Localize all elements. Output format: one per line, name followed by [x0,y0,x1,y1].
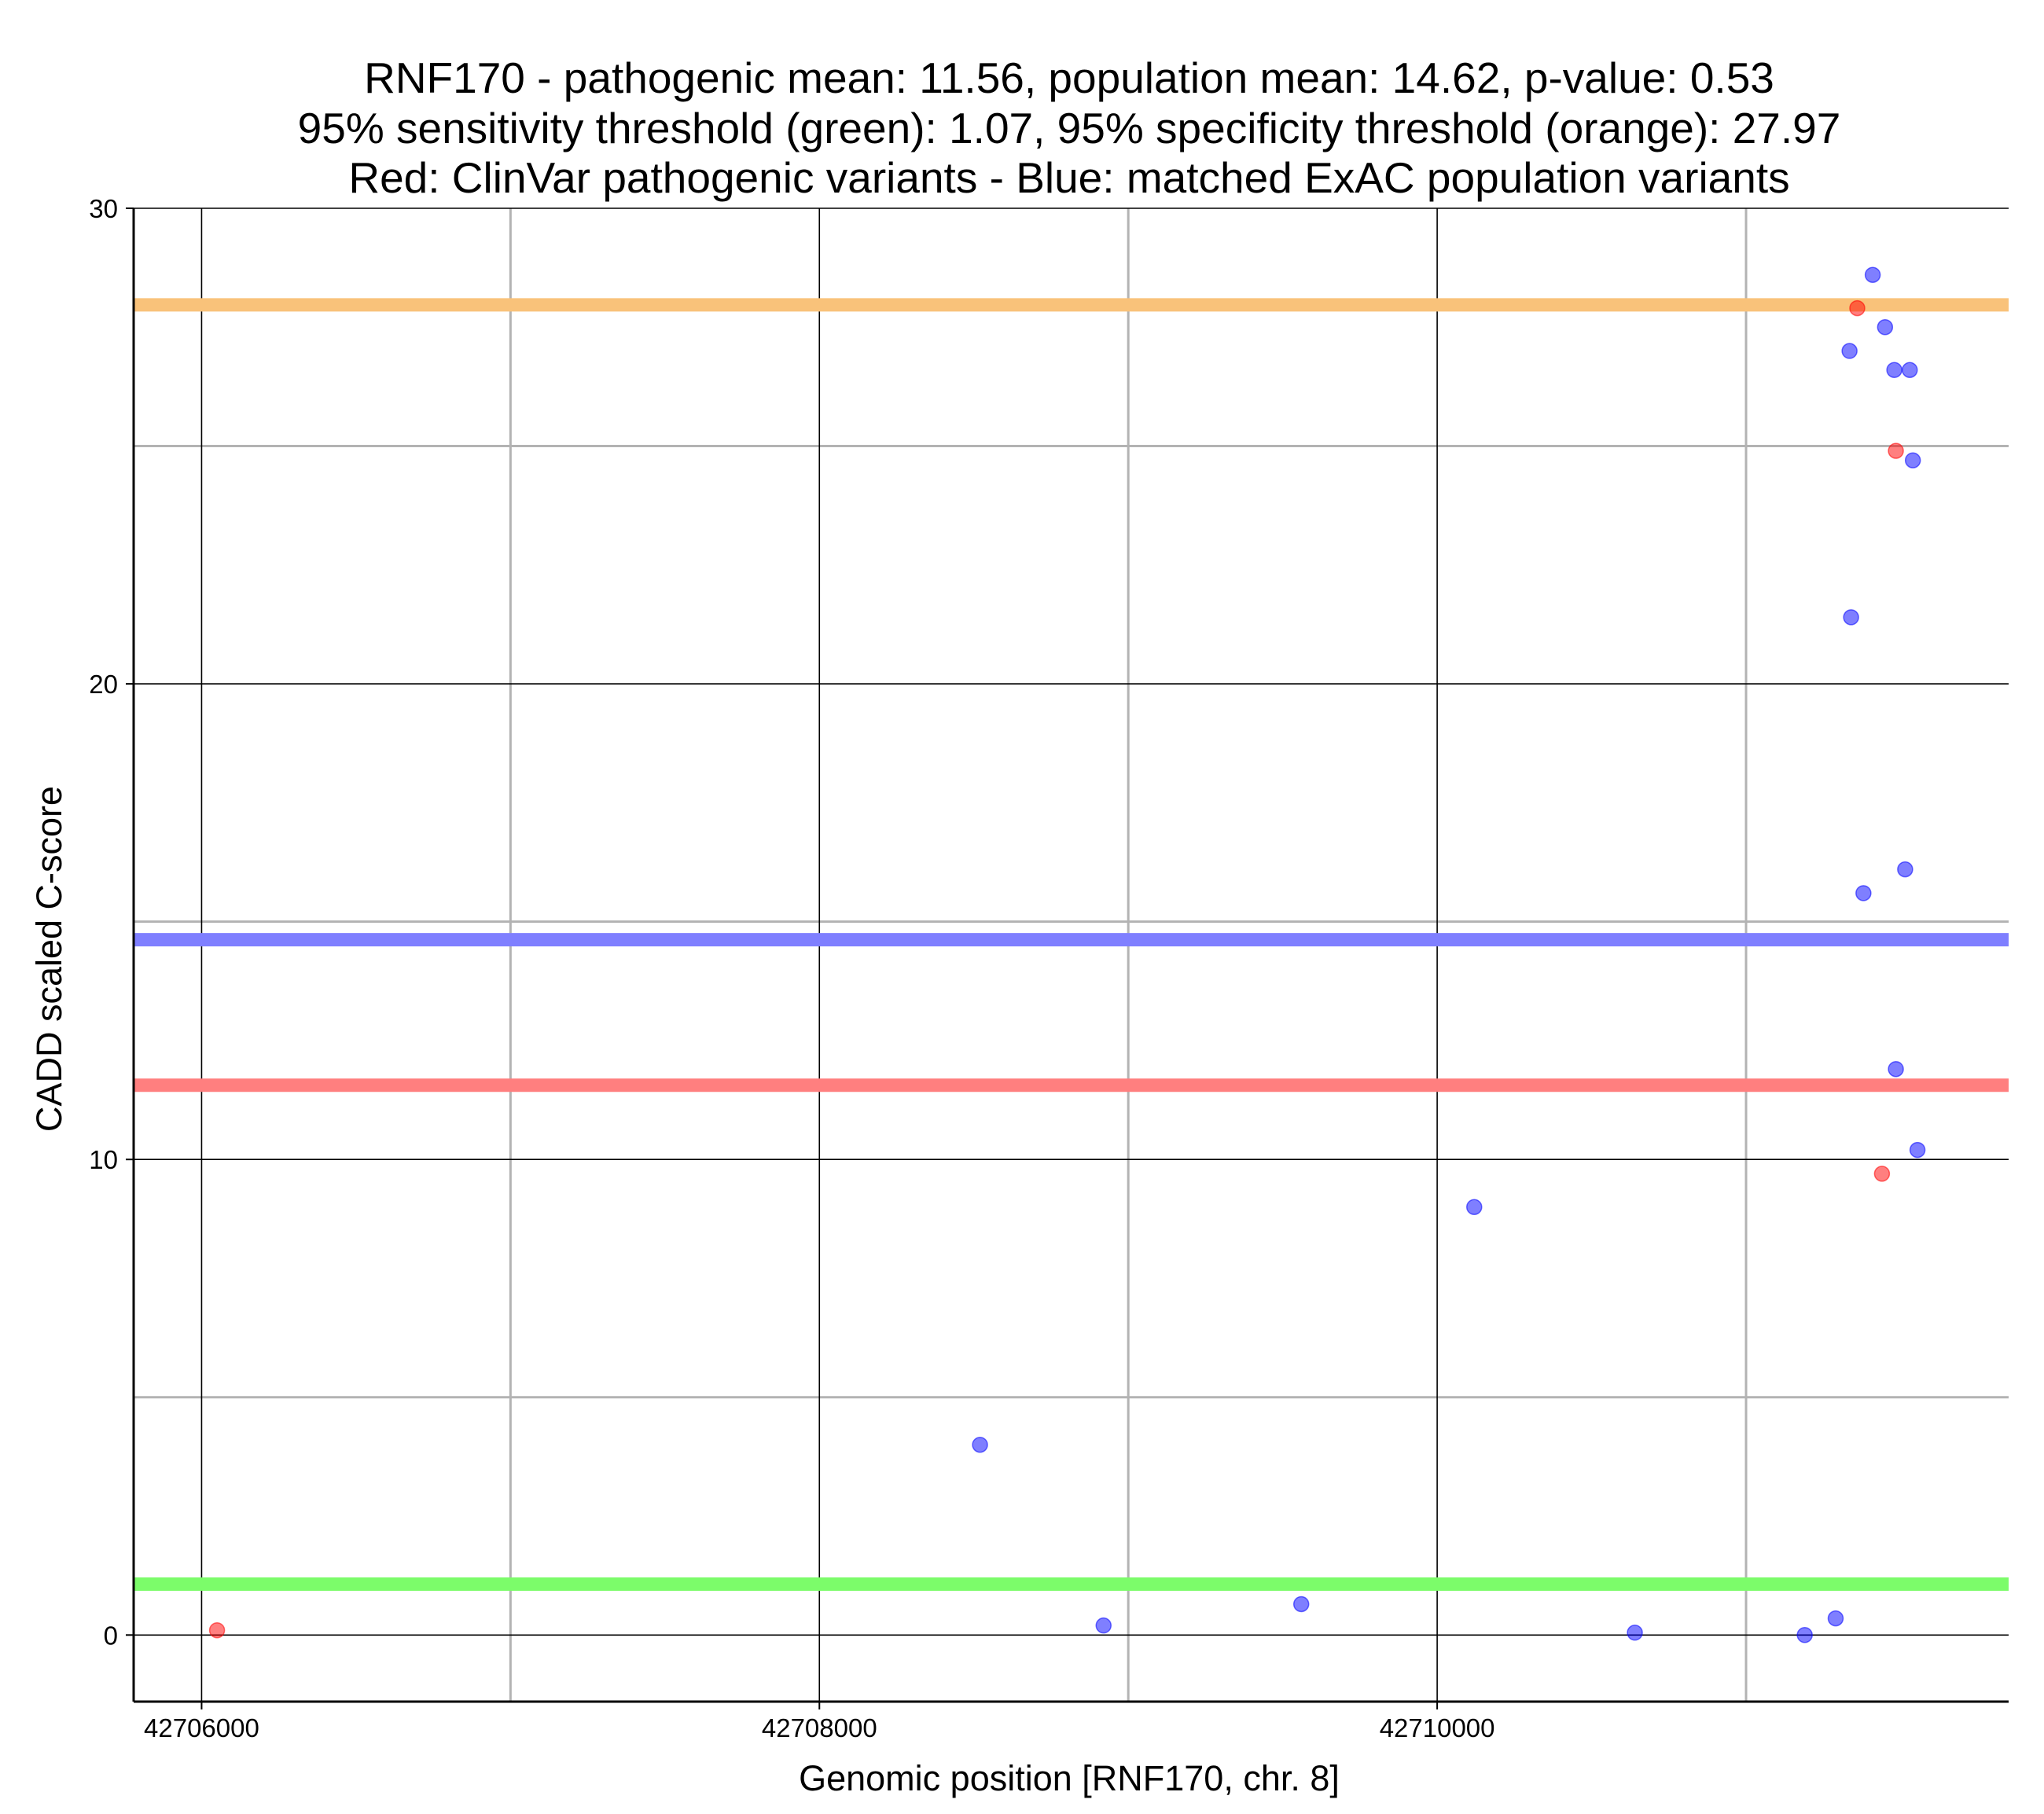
pathogenic-point-2 [1888,442,1904,459]
y-axis-label: CADD scaled C-score [29,786,69,1132]
population-point-2 [1292,1596,1310,1613]
population-point-6 [1827,1610,1844,1627]
title-line-3: Red: ClinVar pathogenic variants - Blue:… [348,153,1789,202]
pathogenic-point-1 [1849,299,1866,317]
x-axis-label: Genomic position [RNF170, chr. 8] [799,1758,1340,1798]
population-point-4 [1627,1625,1643,1641]
population-point-14 [1897,861,1913,878]
population-point-17 [1909,1141,1926,1159]
population-point-0 [972,1436,988,1453]
grid [134,207,2009,1702]
tick-labels: 42706000 42708000 42710000 0 10 20 30 [89,194,1494,1742]
y-tick-label-2: 20 [89,670,118,699]
population-point-15 [1902,362,1918,378]
y-tick-label-3: 30 [89,194,118,223]
population-point-11 [1877,319,1894,336]
population-point-3 [1466,1199,1483,1215]
pathogenic-point-3 [1873,1166,1891,1182]
population-point-10 [1864,266,1881,283]
population-point-12 [1886,362,1902,378]
x-tick-label-1: 42708000 [762,1713,877,1742]
population-point-16 [1904,452,1921,468]
population-point-7 [1841,343,1858,359]
population-point-13 [1888,1060,1904,1078]
population-point-9 [1855,885,1872,901]
population-point-1 [1095,1617,1112,1634]
pathogenic-point-0 [208,1621,226,1639]
x-tick-label-2: 42710000 [1380,1713,1495,1742]
chart-title: RNF170 - pathogenic mean: 11.56, populat… [298,53,1841,202]
reference-lines [134,298,2009,1592]
axes [132,208,2009,1703]
population-point-8 [1843,609,1859,626]
data-points [208,266,1926,1643]
y-tick-label-0: 0 [104,1621,118,1650]
y-tick-label-1: 10 [89,1145,118,1174]
title-line-2: 95% sensitivity threshold (green): 1.07,… [298,104,1841,152]
population-point-5 [1796,1627,1813,1643]
title-line-1: RNF170 - pathogenic mean: 11.56, populat… [364,53,1774,102]
x-tick-label-0: 42706000 [144,1713,259,1742]
